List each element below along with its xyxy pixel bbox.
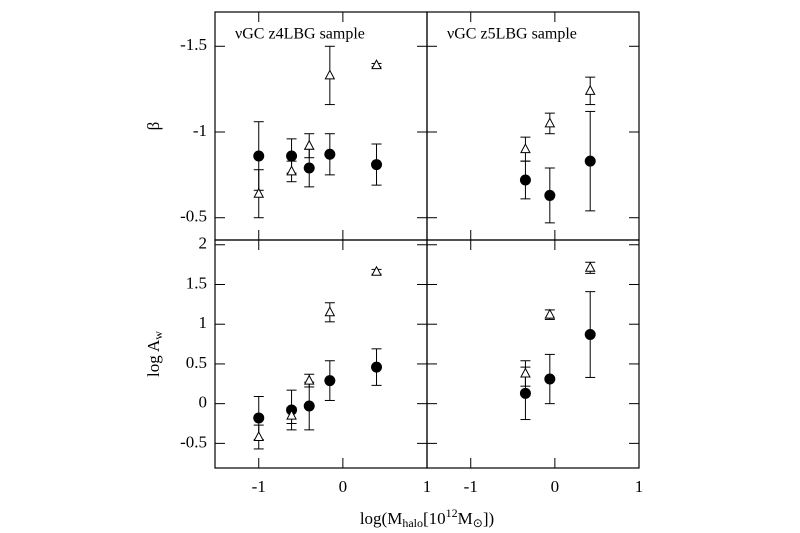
data-point <box>324 148 336 160</box>
axis-label: log Aw <box>144 331 165 377</box>
axis-label: β <box>144 122 163 131</box>
axis-label-part: w <box>151 331 165 340</box>
data-point <box>303 400 315 412</box>
data-point <box>544 308 556 319</box>
data-point <box>303 139 315 150</box>
y-tick-label: 1.5 <box>186 273 207 292</box>
axis-label-part: [10 <box>423 509 446 528</box>
axis-label-part: log(M <box>360 509 403 528</box>
panel-title: νGC z5LBG sample <box>447 26 577 43</box>
axis-label-part: β <box>144 122 163 131</box>
data-point <box>519 174 531 186</box>
y-tick-label: 0.5 <box>186 353 207 372</box>
data-point <box>324 375 336 387</box>
data-point <box>324 69 336 80</box>
axis-label-part: log A <box>144 339 163 377</box>
y-tick-label: -0.5 <box>180 207 207 226</box>
x-tick-label: 1 <box>635 477 644 496</box>
x-tick-label: -1 <box>252 477 266 496</box>
x-tick-label: -1 <box>464 477 478 496</box>
data-point <box>286 150 298 162</box>
axis-label: log(Mhalo[1012M⊙]) <box>360 506 494 530</box>
panel-frame <box>214 11 428 241</box>
data-point <box>324 306 336 317</box>
y-tick-label: 0 <box>199 393 208 412</box>
data-point <box>544 373 556 385</box>
data-point <box>544 117 556 128</box>
data-point <box>584 261 596 272</box>
x-tick-label: 1 <box>423 477 432 496</box>
data-point <box>584 84 596 95</box>
panel-frame <box>214 239 428 469</box>
panel-title: νGC z4LBG sample <box>235 26 365 43</box>
data-point <box>253 412 265 424</box>
axis-label-part: ⊙ <box>473 516 483 530</box>
data-point <box>253 430 265 442</box>
y-tick-label: -0.5 <box>180 432 207 451</box>
axis-label-part: M <box>458 509 473 528</box>
data-point <box>286 409 297 420</box>
panel-frame <box>426 11 640 241</box>
panel-frame <box>426 239 640 469</box>
data-point <box>520 143 531 154</box>
x-tick-label: 0 <box>551 477 560 496</box>
data-point <box>584 155 596 167</box>
data-point <box>371 361 383 373</box>
axis-label-part: 12 <box>446 506 458 520</box>
axis-label-part: halo <box>402 516 423 530</box>
y-tick-label: -1.5 <box>180 35 207 54</box>
data-point <box>303 374 315 385</box>
data-point <box>520 367 531 378</box>
data-point <box>544 189 556 201</box>
x-tick-label: 0 <box>339 477 348 496</box>
data-point <box>253 187 265 198</box>
y-tick-label: 1 <box>199 313 208 332</box>
data-point <box>371 265 382 276</box>
data-point <box>371 159 383 171</box>
data-point <box>371 59 382 70</box>
data-point <box>253 150 265 162</box>
axis-label-part: ]) <box>483 509 494 528</box>
data-point <box>519 387 531 399</box>
data-point <box>286 165 297 176</box>
y-tick-label: -1 <box>193 121 207 140</box>
data-point <box>584 329 596 341</box>
y-tick-label: 2 <box>199 234 208 253</box>
data-point <box>303 162 315 174</box>
